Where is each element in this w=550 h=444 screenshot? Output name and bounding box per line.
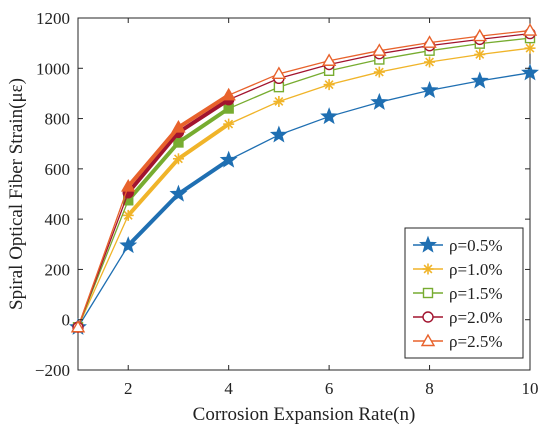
legend-label: ρ=1.5%: [449, 284, 502, 303]
data-point: [321, 53, 337, 66]
legend-marker: [419, 235, 437, 253]
data-point: [370, 92, 389, 110]
data-point: [422, 35, 437, 48]
series-2: [72, 42, 536, 333]
legend-entry: ρ=0.5%: [413, 235, 502, 255]
legend-label: ρ=0.5%: [449, 236, 502, 255]
data-point: [522, 23, 538, 36]
data-point: [121, 179, 136, 192]
data-point: [424, 56, 436, 68]
y-axis-label: Spiral Optical Fiber Strain(με): [6, 78, 27, 310]
legend-marker: [422, 263, 434, 275]
data-point: [119, 236, 138, 254]
data-point: [171, 119, 186, 133]
data-point: [524, 42, 536, 54]
data-point: [221, 87, 236, 101]
legend-marker: [422, 287, 434, 299]
y-tick-label: 600: [45, 160, 71, 179]
x-tick-label: 4: [224, 379, 233, 398]
data-point: [320, 107, 339, 125]
y-tick-label: 200: [45, 260, 71, 279]
axes-layer: 2 4 6 8 10 −200 0 200 400 600 800 1000 1200: [35, 9, 539, 398]
x-tick-label: 8: [425, 379, 434, 398]
data-point: [323, 79, 335, 91]
y-tick-label: 1000: [36, 59, 70, 78]
legend-label: ρ=2.5%: [449, 332, 502, 351]
legend-entry: ρ=1.5%: [413, 284, 502, 303]
series-1: [69, 63, 539, 335]
plot-frame: [77, 17, 531, 371]
x-axis-label: Corrosion Expansion Rate(n): [193, 404, 416, 425]
data-point: [169, 184, 188, 202]
data-point: [223, 118, 235, 130]
data-point: [472, 28, 487, 42]
data-point: [122, 209, 134, 221]
legend-marker: [422, 311, 434, 323]
data-point: [470, 71, 489, 89]
y-tick-label: 0: [62, 311, 71, 330]
legend-label: ρ=2.0%: [449, 308, 502, 327]
series-layer: [69, 23, 539, 335]
series-5: [70, 23, 538, 333]
data-point: [269, 125, 288, 143]
legend-entry: ρ=1.0%: [413, 260, 502, 279]
y-tick-label: 800: [45, 110, 71, 129]
data-point: [474, 48, 486, 60]
x-tick-label: 2: [124, 379, 133, 398]
data-point: [521, 63, 539, 81]
legend: ρ=0.5% ρ=1.0% ρ=1.5% ρ=2.0% ρ=2.5%: [404, 227, 524, 359]
plot-area: [77, 17, 531, 371]
data-point: [420, 81, 439, 99]
y-tick-label: −200: [35, 361, 70, 380]
data-point: [373, 66, 385, 78]
data-point: [372, 43, 387, 56]
x-tick-label: 6: [325, 379, 334, 398]
y-tick-label: 1200: [36, 9, 70, 28]
legend-entry: ρ=2.5%: [413, 332, 502, 351]
data-point: [219, 150, 238, 168]
data-point: [271, 66, 287, 80]
legend-entry: ρ=2.0%: [413, 308, 502, 327]
legend-label: ρ=1.0%: [449, 260, 502, 279]
x-tick-label: 10: [522, 379, 539, 398]
data-point: [70, 319, 86, 333]
data-point: [273, 95, 285, 107]
legend-marker: [420, 333, 436, 347]
y-tick-label: 400: [45, 210, 71, 229]
data-point: [172, 153, 184, 165]
